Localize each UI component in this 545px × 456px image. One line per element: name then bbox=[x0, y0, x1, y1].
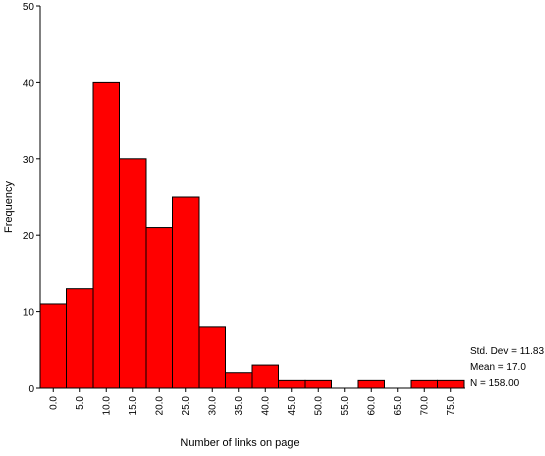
x-tick-label: 15.0 bbox=[128, 396, 139, 416]
x-tick-label: 40.0 bbox=[260, 396, 271, 416]
x-tick-label: 5.0 bbox=[75, 396, 86, 410]
bar-70 bbox=[410, 379, 438, 389]
x-tick-label: 60.0 bbox=[366, 396, 377, 416]
y-tick-label: 0 bbox=[28, 384, 34, 395]
bar-30 bbox=[198, 326, 226, 389]
y-tick-label: 30 bbox=[23, 155, 35, 166]
y-tick-label: 10 bbox=[23, 308, 35, 319]
y-axis-title: Frequency bbox=[3, 181, 15, 233]
y-tick-label: 20 bbox=[23, 231, 35, 242]
x-tick-label: 65.0 bbox=[393, 396, 404, 416]
x-tick-label: 50.0 bbox=[313, 396, 324, 416]
x-axis-title: Number of links on page bbox=[180, 437, 299, 449]
bar-40 bbox=[251, 364, 279, 389]
bar-25 bbox=[172, 196, 200, 389]
bar-50 bbox=[304, 379, 332, 389]
x-tick-label: 0.0 bbox=[48, 396, 59, 410]
x-tick-label: 25.0 bbox=[181, 396, 192, 416]
bar-45 bbox=[278, 379, 306, 389]
stat-mean: Mean = 17.0 bbox=[470, 362, 526, 373]
x-tick-label: 10.0 bbox=[101, 396, 112, 416]
bars bbox=[39, 81, 465, 389]
x-tick-label: 35.0 bbox=[234, 396, 245, 416]
x-tick-label: 55.0 bbox=[340, 396, 351, 416]
x-tick-label: 75.0 bbox=[446, 396, 457, 416]
stat-n: N = 158.00 bbox=[470, 378, 520, 389]
x-tick-label: 45.0 bbox=[287, 396, 298, 416]
bar-5 bbox=[66, 288, 94, 389]
y-tick-label: 40 bbox=[23, 78, 35, 89]
stat-std-dev: Std. Dev = 11.83 bbox=[470, 346, 544, 357]
x-axis-ticks: 0.0 5.0 10.0 15.0 20.0 25.0 30.0 35.0 40.0 45.0 50… bbox=[48, 388, 457, 415]
bar-0 bbox=[39, 303, 67, 389]
x-tick-label: 20.0 bbox=[154, 396, 165, 416]
bar-10 bbox=[92, 81, 120, 389]
x-tick-label: 30.0 bbox=[207, 396, 218, 416]
bar-35 bbox=[225, 372, 253, 389]
y-axis-ticks: 0 10 20 30 40 50 bbox=[23, 2, 40, 395]
x-tick-label: 70.0 bbox=[419, 396, 430, 416]
bar-60 bbox=[357, 379, 385, 389]
bar-15 bbox=[119, 158, 147, 389]
bar-75 bbox=[437, 379, 465, 389]
bar-20 bbox=[145, 227, 173, 389]
y-tick-label: 50 bbox=[23, 2, 35, 13]
